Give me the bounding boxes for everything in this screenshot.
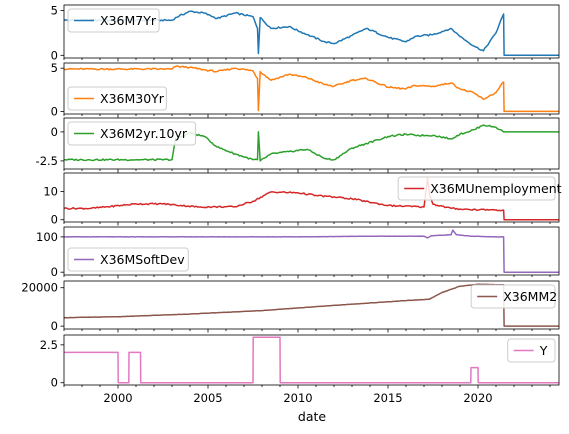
y-tick-label: 0 (51, 213, 58, 227)
legend-label: X36MSoftDev (100, 252, 185, 267)
legend: X36MUnemployment (397, 176, 562, 201)
panel-4: 0 10 X36MUnemployment (43, 172, 562, 227)
axes-frame (63, 117, 560, 170)
series-line-X36M2yr.10yr (64, 124, 559, 162)
panel-2: 0 5 X36M30Yr (51, 61, 560, 118)
legend: Y (507, 338, 556, 363)
series-line-X36MM2 (64, 283, 559, 327)
y-tick-label: 0 (51, 319, 58, 333)
x-tick-label: 2000 (103, 391, 132, 405)
series-line-X36M30Yr (64, 65, 559, 113)
legend: X36M2yr.10yr (67, 121, 197, 146)
y-tick-label: -2.5 (36, 154, 58, 168)
series-line-X36MUnemployment (64, 177, 559, 221)
y-tick-label: 0 (51, 125, 58, 139)
axes-frame (63, 172, 560, 223)
axes-frame (63, 226, 560, 276)
legend-label: X36M30Yr (100, 91, 165, 106)
legend: X36MM2 (470, 284, 557, 309)
y-tick-label: 100 (36, 230, 58, 244)
y-tick-label: 0 (51, 376, 58, 390)
legend-label: X36M2yr.10yr (100, 126, 188, 141)
x-tick-label: 2020 (463, 391, 492, 405)
panel-5: 0 100 X36MSoftDev (36, 226, 560, 279)
y-tick-label: 2.5 (40, 338, 58, 352)
legend-label: X36MUnemployment (430, 181, 561, 196)
panel-6: 0 20000 X36MM2 (21, 280, 560, 333)
legend: X36M7Yr (67, 8, 160, 33)
series-line-Y (64, 336, 559, 384)
y-tick-label: 0 (51, 48, 58, 62)
axes-frame (63, 4, 560, 59)
legend-label: Y (539, 343, 548, 358)
x-axis-label: date (298, 409, 326, 424)
y-tick-label: 5 (51, 61, 58, 75)
legend-label: X36M7Yr (100, 13, 157, 28)
legend: X36M30Yr (67, 86, 167, 111)
axes-frame (63, 62, 560, 115)
axes-frame (63, 334, 560, 386)
y-tick-label: 10 (43, 184, 58, 198)
panel-1: 0 5 X36M7Yr (51, 3, 560, 62)
legend-label: X36MM2 (503, 289, 557, 304)
y-tick-label: 0 (51, 104, 58, 118)
axes-frame (63, 280, 560, 330)
panel-3: -2.5 0 X36M2yr.10yr (36, 117, 560, 173)
y-tick-label: 0 (51, 265, 58, 279)
x-tick-label: 2005 (193, 391, 222, 405)
legend: X36MSoftDev (67, 247, 189, 272)
series-line-X36MSoftDev (64, 229, 559, 273)
y-tick-label: 5 (51, 3, 58, 17)
x-tick-label: 2010 (283, 391, 312, 405)
x-tick-label: 2015 (373, 391, 402, 405)
panel-7: 0 2.5 Y (40, 334, 560, 390)
y-tick-label: 20000 (21, 281, 58, 295)
